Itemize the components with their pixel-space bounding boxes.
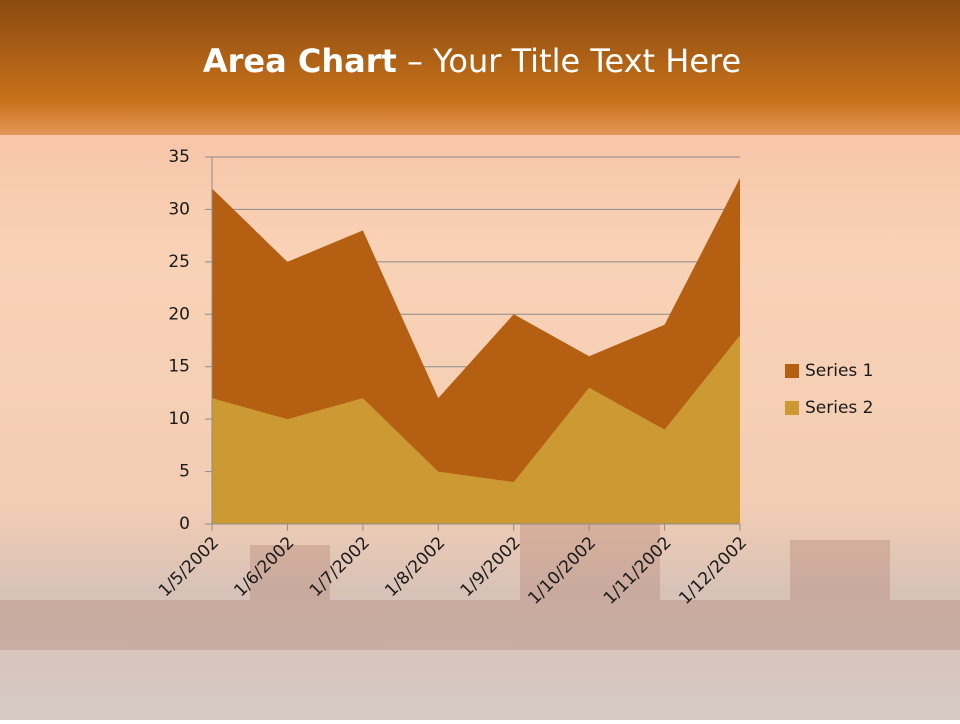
slide-title: Area Chart – Your Title Text Here xyxy=(203,42,741,80)
legend-label: Series 1 xyxy=(805,361,874,381)
legend-swatch xyxy=(785,401,799,415)
y-tick-label: 20 xyxy=(168,304,190,324)
y-tick-label: 5 xyxy=(179,462,190,482)
area xyxy=(212,335,740,524)
title-rest: – Your Title Text Here xyxy=(407,42,741,80)
y-tick-label: 15 xyxy=(168,357,190,377)
y-tick-label: 25 xyxy=(168,252,190,272)
y-tick-label: 30 xyxy=(168,199,190,219)
y-tick-label: 35 xyxy=(168,147,190,167)
legend-label: Series 2 xyxy=(805,398,874,418)
y-tick-label: 10 xyxy=(168,409,190,429)
legend-swatch xyxy=(785,364,799,378)
title-bold: Area Chart xyxy=(203,42,397,80)
header-band xyxy=(0,0,960,135)
y-tick-label: 0 xyxy=(179,514,190,534)
skyline xyxy=(0,520,960,650)
